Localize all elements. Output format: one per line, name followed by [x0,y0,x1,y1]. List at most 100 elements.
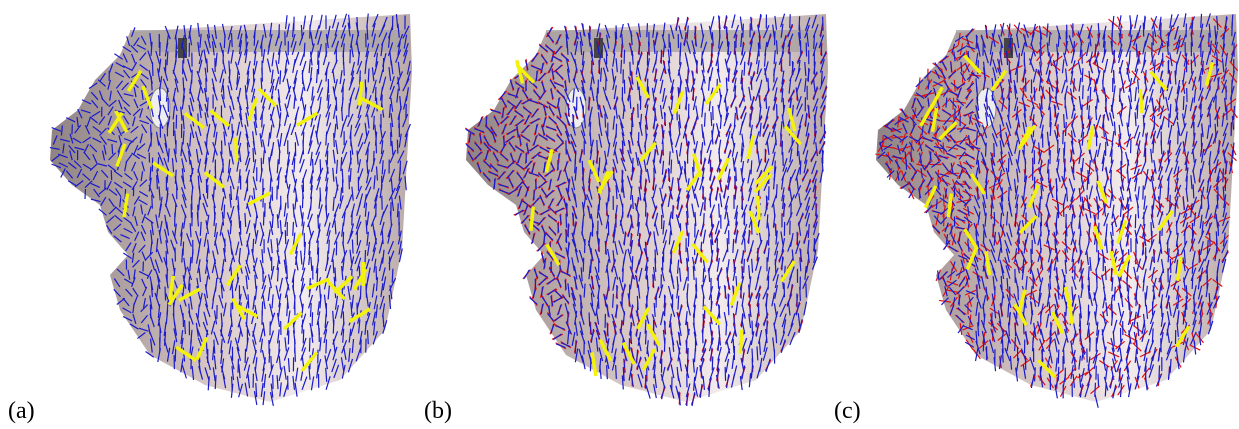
blue-vector [958,51,966,61]
blue-vector [557,97,560,108]
blue-vector [397,150,405,164]
blue-vector [910,124,916,134]
blue-vector [222,302,227,317]
blue-vector [1008,33,1013,48]
blue-vector [325,348,332,363]
blue-vector [694,367,699,382]
blue-vector [1015,130,1021,145]
blue-vector [268,330,275,345]
blue-vector [310,185,313,200]
blue-vector [276,214,279,229]
blue-vector [548,226,557,235]
blue-vector [136,153,147,159]
blue-vector [300,277,305,292]
blue-vector [1104,132,1109,147]
blue-vector [1176,121,1181,136]
blue-vector [630,373,634,388]
blue-vector [156,249,163,263]
blue-vector [918,152,923,163]
blue-vector [1013,79,1018,94]
blue-vector [540,252,545,263]
blue-vector [734,185,737,200]
blue-vector [762,25,770,39]
blue-vector [1046,42,1050,57]
blue-vector [572,88,575,103]
blue-vector [965,153,975,159]
blue-vector [982,76,987,91]
blue-vector [342,257,345,272]
blue-vector [204,103,209,118]
blue-vector [733,61,738,76]
blue-vector [539,195,546,206]
blue-vector [186,142,192,157]
blue-vector [465,128,475,135]
blue-vector [967,206,970,217]
blue-vector [678,322,682,337]
blue-vector [735,211,738,226]
blue-vector [244,266,250,281]
blue-vector [603,58,609,72]
blue-vector [523,269,530,279]
blue-vector [740,313,744,328]
blue-vector [191,366,195,381]
blue-vector [254,230,259,245]
blue-vector [579,31,584,46]
blue-vector [204,303,211,318]
yellow-vector [122,193,130,218]
blue-vector [181,168,185,183]
blue-vector [84,180,93,189]
blue-vector [1013,43,1018,58]
blue-vector [759,122,762,137]
blue-vector [581,51,585,66]
blue-vector [1070,140,1075,155]
blue-vector [810,148,818,163]
blue-vector [725,77,728,92]
blue-vector [333,123,337,138]
blue-vector [798,24,801,39]
blue-vector [758,13,762,28]
blue-vector [92,125,102,133]
blue-vector [581,355,586,370]
blue-vector [677,347,681,362]
blue-vector [613,85,617,100]
blue-vector [631,256,634,271]
blue-vector [339,187,343,202]
blue-vector [302,15,307,30]
blue-vector [789,186,793,201]
blue-vector [308,365,311,380]
blue-vector [351,239,354,254]
blue-vector [397,41,401,56]
blue-vector [89,163,98,172]
blue-vector [1152,185,1157,200]
blue-vector [931,136,942,143]
blue-vector [782,319,787,334]
blue-vector [316,311,321,326]
blue-vector [315,69,319,84]
blue-vector [366,241,371,256]
blue-vector [763,88,770,102]
blue-vector [564,168,570,183]
blue-vector [515,87,520,98]
blue-vector [388,103,392,119]
blue-vector [781,238,786,253]
blue-vector [180,232,183,247]
blue-vector [555,343,566,349]
blue-vector [774,241,779,256]
blue-vector [402,160,408,175]
blue-vector [1072,204,1075,219]
blue-vector [294,256,299,271]
blue-vector [347,22,351,37]
blue-vector [788,176,792,191]
blue-vector [164,214,168,229]
blue-vector [1001,97,1005,112]
blue-vector [366,159,369,174]
blue-vector [106,180,112,191]
blue-vector [283,202,287,217]
blue-vector [1141,87,1148,101]
blue-vector [727,301,730,316]
blue-vector [765,358,771,373]
blue-vector [933,81,943,87]
blue-vector [1054,96,1060,111]
blue-vector [754,257,760,271]
